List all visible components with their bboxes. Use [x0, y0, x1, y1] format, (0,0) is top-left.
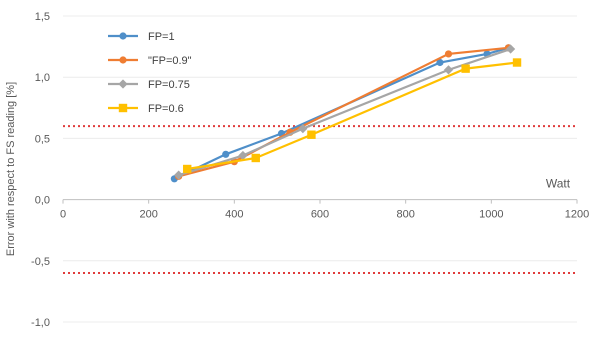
y-tick-label: -1,0 [31, 317, 50, 329]
x-tick-label: 600 [311, 209, 329, 221]
grid-layer [63, 15, 577, 323]
legend-entry: FP=1 [108, 31, 175, 43]
series-fp-0-75 [174, 44, 516, 180]
y-tick-label: -0,5 [31, 256, 50, 268]
x-tick-label: 1200 [565, 209, 589, 221]
legend-label: "FP=0.9" [148, 55, 192, 67]
x-tick-label: 400 [225, 209, 243, 221]
data-point [298, 124, 308, 134]
data-point [119, 56, 127, 64]
y-tick-label: 0,0 [35, 195, 50, 207]
data-point [251, 153, 260, 163]
data-point [174, 170, 184, 180]
series-fp-0-6 [183, 58, 522, 174]
data-point [461, 64, 470, 73]
data-point [444, 50, 453, 58]
series-layer [170, 44, 522, 183]
x-tick-label: 0 [60, 209, 66, 221]
legend-label: FP=0.75 [148, 79, 190, 91]
x-axis-title: Watt [546, 177, 571, 191]
data-point [238, 150, 248, 161]
y-tick-label: 1,0 [35, 72, 50, 84]
legend-entry: FP=0.6 [108, 103, 184, 115]
data-point [443, 65, 454, 75]
x-tick-label: 200 [139, 209, 157, 221]
data-point [222, 150, 230, 158]
data-point [436, 58, 444, 67]
data-point [307, 130, 316, 139]
series-line [187, 61, 518, 171]
data-point [183, 164, 192, 174]
y-axis-title: Error with respect to FS reading [%] [5, 82, 17, 256]
x-tick-label: 1000 [479, 209, 503, 221]
data-point [119, 32, 127, 40]
legend: FP=1 "FP=0.9" FP=0.75 FP=0.6 [108, 31, 192, 115]
legend-entry: "FP=0.9" [108, 55, 192, 67]
legend-entry: FP=0.75 [108, 79, 190, 91]
legend-label: FP=1 [148, 31, 175, 43]
axis-layer: 1,5 1,0 0,5 0,0 -0,5 -1,0 0 200 400 600 800 1000 120… [31, 11, 589, 329]
x-tick-label: 800 [396, 209, 414, 221]
y-tick-label: 1,5 [35, 11, 50, 23]
data-point [512, 58, 522, 67]
data-point [506, 44, 516, 54]
y-tick-label: 0,5 [35, 133, 50, 145]
data-point [118, 79, 128, 89]
data-point [118, 103, 128, 113]
reference-lines [63, 125, 577, 275]
legend-label: FP=0.6 [148, 103, 184, 115]
